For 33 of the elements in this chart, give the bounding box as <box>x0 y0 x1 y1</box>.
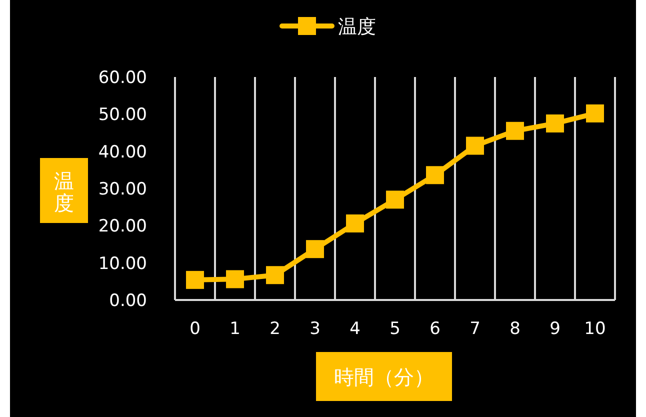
point <box>306 240 324 258</box>
x-axis-title: 時間（分） <box>334 365 434 389</box>
y-tick-label: 10.00 <box>98 254 147 274</box>
point <box>506 122 524 140</box>
y-tick-label: 20.00 <box>98 216 147 237</box>
x-tick-label: 8 <box>510 319 520 339</box>
y-tick-label: 40.00 <box>98 142 147 162</box>
point <box>386 190 404 209</box>
x-tick-label: 5 <box>390 319 400 339</box>
point <box>226 270 244 288</box>
point <box>346 214 364 232</box>
point <box>186 270 204 289</box>
legend-label: 温度 <box>338 16 376 38</box>
x-tick-label: 2 <box>270 319 280 339</box>
y-tick-label: 50.00 <box>98 105 147 126</box>
point <box>466 136 484 155</box>
point <box>546 114 564 132</box>
point <box>426 166 444 184</box>
point <box>586 104 604 122</box>
x-tick-label: 0 <box>190 319 200 339</box>
y-tick-label: 30.00 <box>98 180 147 200</box>
x-tick-label: 7 <box>470 319 480 339</box>
x-tick-label: 4 <box>350 319 360 339</box>
legend: 温度 <box>280 16 376 38</box>
y-tick-label: 60.00 <box>98 68 147 88</box>
x-tick-label: 6 <box>430 319 440 339</box>
x-tick-label: 9 <box>550 319 560 339</box>
x-tick-label: 1 <box>230 319 240 339</box>
x-tick-label: 10 <box>584 319 606 339</box>
y-axis-title: 温度 <box>54 169 74 215</box>
point <box>266 266 284 284</box>
y-tick-label: 0.00 <box>109 291 147 311</box>
x-tick-label: 3 <box>310 319 320 339</box>
